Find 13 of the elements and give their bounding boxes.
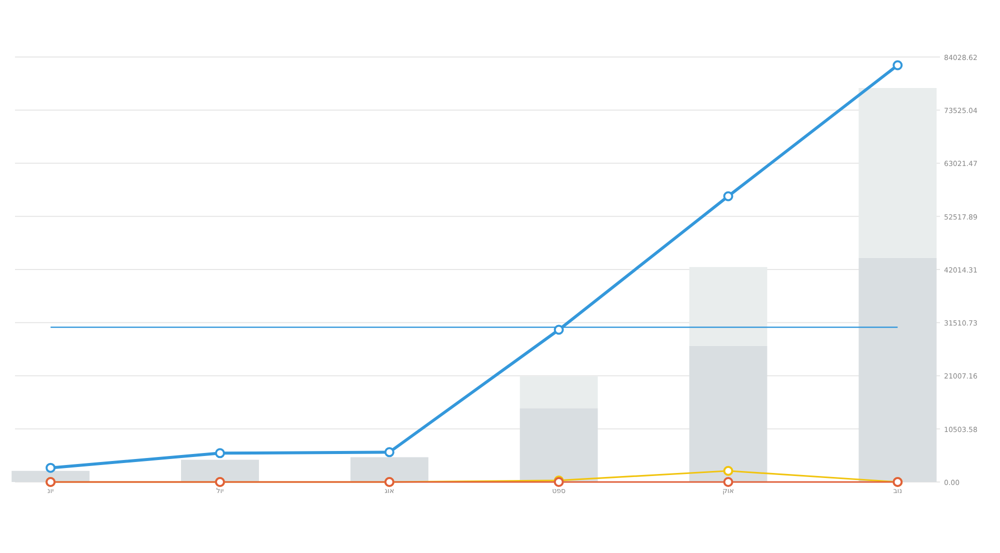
point: [554, 324, 564, 335]
point: [214, 448, 225, 458]
point: [723, 477, 734, 487]
point: [723, 466, 734, 476]
point: [723, 191, 734, 202]
bar: [350, 457, 428, 482]
point: [384, 447, 394, 458]
bar: [689, 346, 768, 482]
bar: [520, 408, 598, 482]
bar: [181, 460, 259, 482]
point: [46, 462, 56, 473]
point: [892, 60, 903, 70]
bar: [858, 258, 937, 482]
